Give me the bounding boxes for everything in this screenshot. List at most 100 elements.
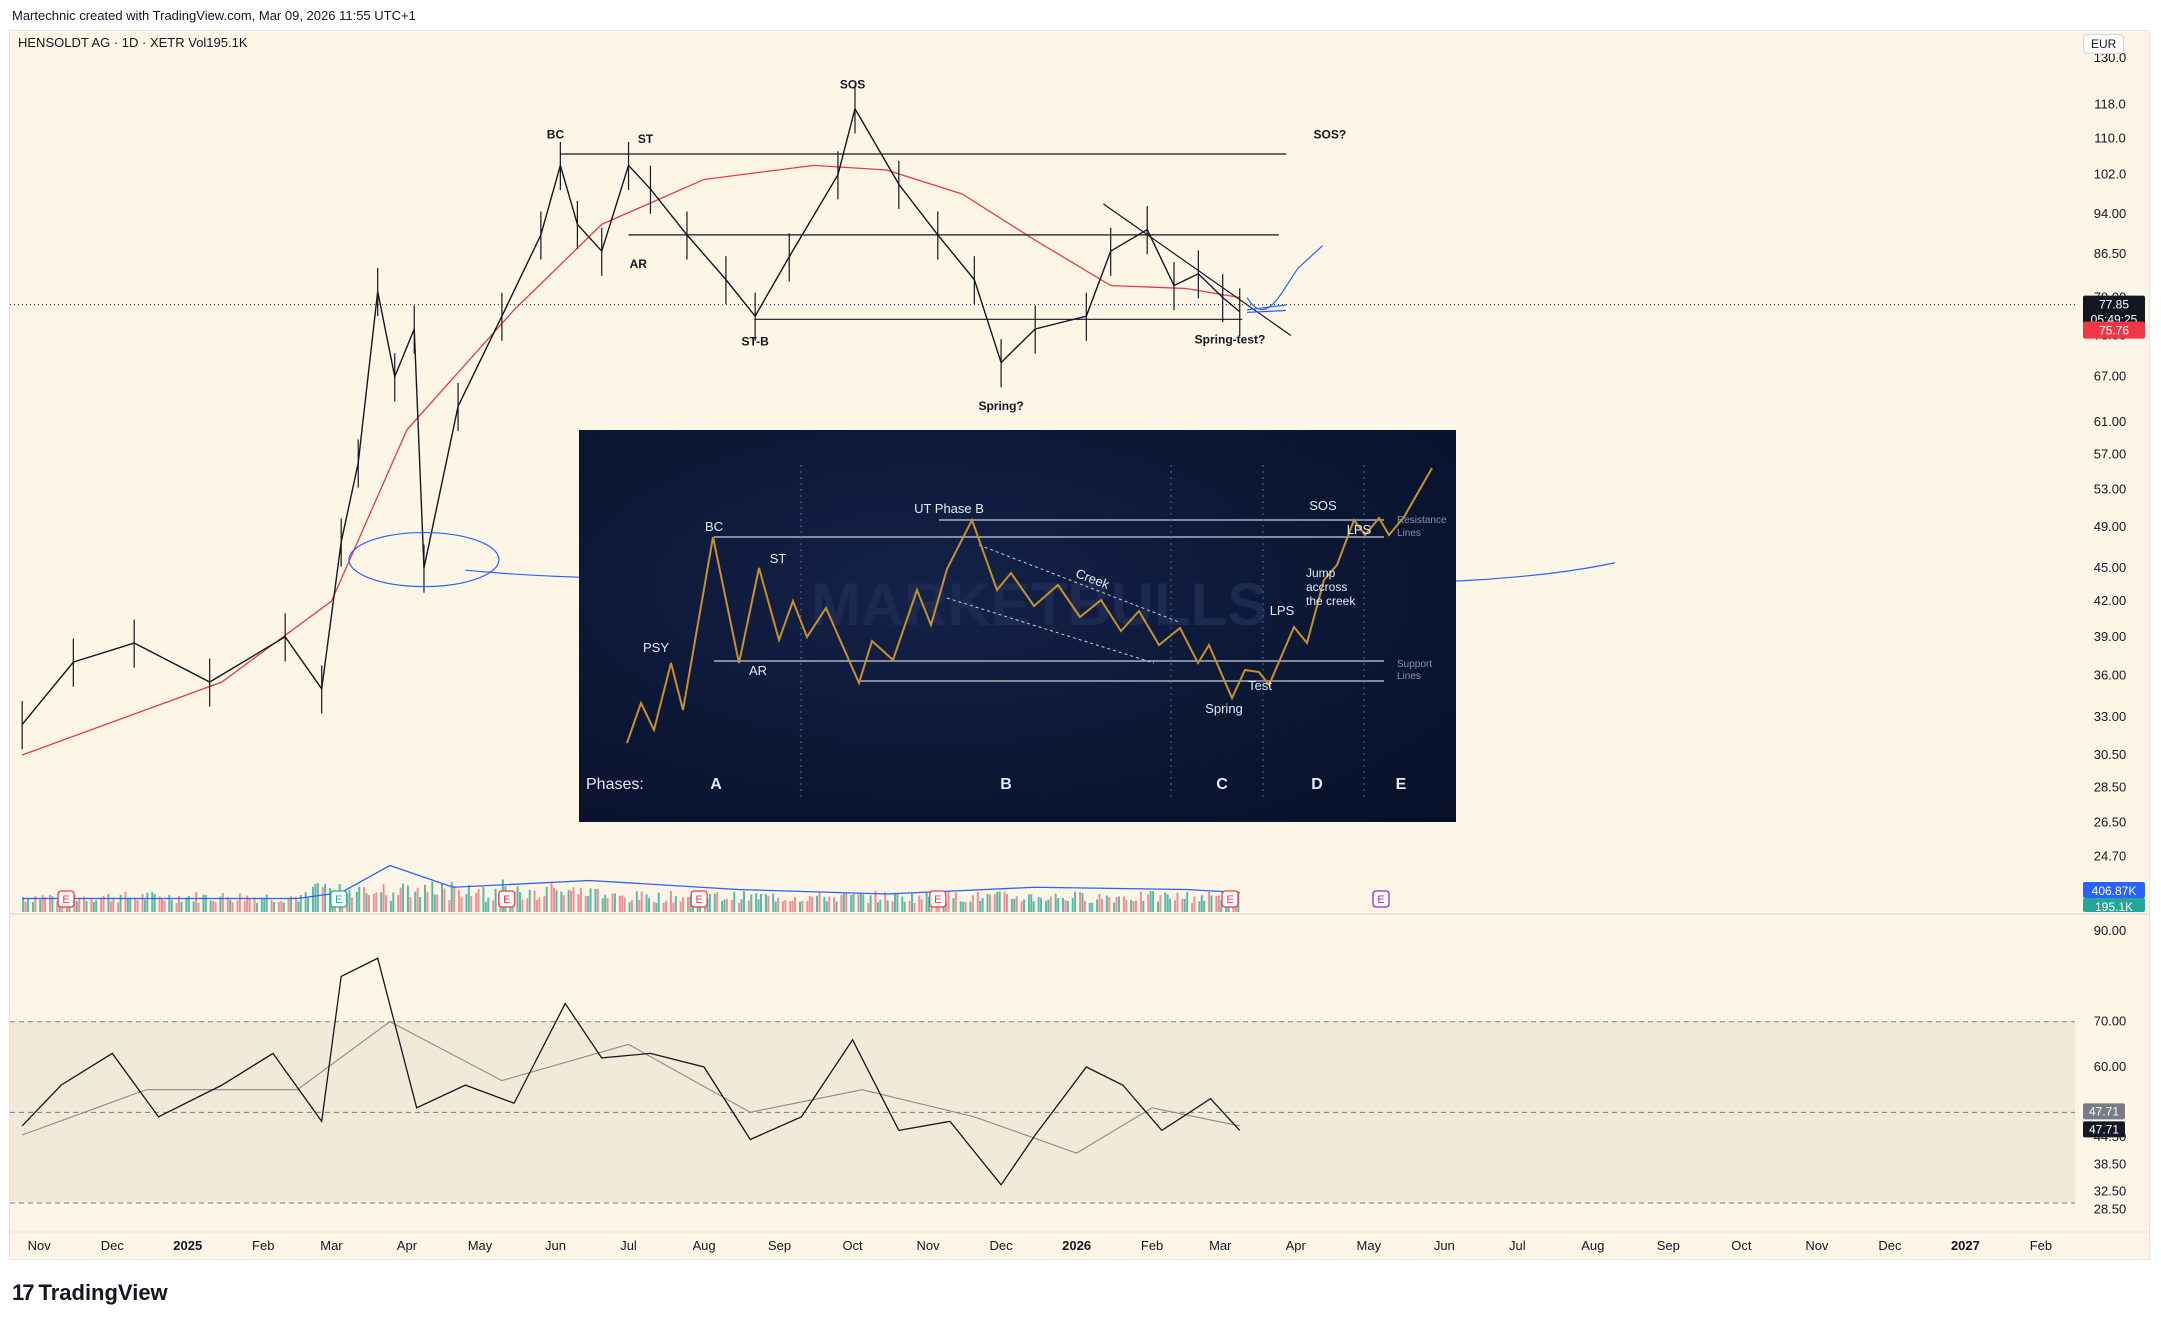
volume-bar bbox=[56, 900, 59, 912]
volume-bar bbox=[263, 898, 266, 912]
volume-bar bbox=[1020, 901, 1023, 912]
volume-bar bbox=[781, 901, 784, 912]
volume-bar bbox=[648, 898, 651, 912]
volume-bar bbox=[467, 884, 470, 912]
inset-label-psy: PSY bbox=[643, 640, 669, 655]
time-axis-tick: Nov bbox=[28, 1238, 52, 1253]
earnings-marker: E bbox=[929, 890, 947, 908]
volume-bar bbox=[1220, 899, 1223, 912]
volume-bar bbox=[618, 895, 621, 912]
time-axis-tick: May bbox=[468, 1238, 493, 1253]
volume-bar bbox=[550, 883, 553, 912]
volume-bar bbox=[959, 901, 962, 912]
annotation-bc: BC bbox=[547, 127, 565, 141]
price-line bbox=[21, 106, 1241, 725]
volume-bar bbox=[192, 901, 195, 912]
rsi-tag-bg bbox=[2083, 1121, 2125, 1138]
volume-bar bbox=[733, 891, 736, 912]
volume-bar bbox=[1091, 902, 1094, 912]
inset-label-sos: SOS bbox=[1309, 498, 1337, 513]
volume-bar bbox=[475, 893, 478, 912]
time-axis-tick: Dec bbox=[101, 1238, 125, 1253]
symbol-info[interactable]: HENSOLDT AG · 1D · XETR Vol195.1K bbox=[18, 35, 248, 50]
volume-bar bbox=[487, 897, 490, 912]
volume-bar bbox=[1198, 901, 1201, 912]
volume-bar bbox=[1057, 898, 1060, 912]
volume-bar bbox=[750, 894, 753, 912]
volume-ma-tag: 406.87K bbox=[2083, 882, 2145, 898]
volume-bar bbox=[908, 901, 911, 912]
rsi-ma-line bbox=[21, 1021, 1240, 1154]
volume-bar bbox=[238, 893, 241, 912]
volume-bar bbox=[867, 902, 870, 912]
volume-bar bbox=[874, 891, 877, 912]
currency-badge[interactable]: EUR bbox=[2083, 34, 2125, 54]
volume-bar bbox=[601, 898, 604, 912]
time-axis-tick: Feb bbox=[2030, 1238, 2052, 1253]
volume-bar bbox=[109, 901, 112, 912]
volume-bar bbox=[567, 889, 570, 912]
volume-bar bbox=[146, 892, 149, 912]
volume-bar bbox=[638, 900, 641, 912]
price-axis-tick: 94.00 bbox=[2094, 206, 2127, 221]
volume-bar bbox=[1066, 900, 1069, 912]
time-axis-tick: Apr bbox=[1286, 1238, 1307, 1253]
volume-bar bbox=[818, 891, 821, 912]
annotation-st-b: ST-B bbox=[741, 334, 769, 348]
volume-bar bbox=[589, 888, 592, 912]
volume-bar bbox=[521, 899, 524, 912]
volume-bar bbox=[945, 902, 948, 912]
volume-bar bbox=[562, 895, 565, 912]
earnings-marker: E bbox=[1372, 890, 1390, 908]
volume-bar bbox=[1149, 891, 1152, 912]
volume-bar bbox=[857, 894, 860, 912]
volume-bar bbox=[611, 893, 614, 912]
volume-bar bbox=[725, 898, 728, 912]
inset-phase-d: D bbox=[1311, 776, 1323, 793]
volume-bar bbox=[570, 890, 573, 912]
time-axis-tick: Nov bbox=[1805, 1238, 1829, 1253]
volume-bar bbox=[355, 891, 358, 912]
volume-bar bbox=[482, 887, 485, 912]
volume-bar bbox=[1040, 897, 1043, 912]
volume-bar bbox=[27, 897, 30, 912]
volume-bar bbox=[272, 902, 275, 912]
volume-bar bbox=[964, 902, 967, 912]
tradingview-logo[interactable]: 17 TradingView bbox=[12, 1280, 168, 1306]
volume-bar bbox=[406, 885, 409, 912]
volume-bar bbox=[630, 900, 633, 912]
price-axis-tick: 86.50 bbox=[2094, 246, 2127, 261]
volume-bar bbox=[850, 895, 853, 912]
volume-bar bbox=[1186, 892, 1189, 912]
volume-bar bbox=[816, 895, 819, 912]
volume-bar bbox=[248, 898, 251, 912]
annotation-sos: SOS bbox=[840, 78, 865, 92]
current-price-tag-bg bbox=[2083, 295, 2145, 328]
volume-bar bbox=[380, 892, 383, 912]
volume-bar bbox=[1054, 893, 1057, 912]
volume-ma-tag-bg bbox=[2083, 882, 2145, 898]
volume-bar bbox=[528, 889, 531, 912]
volume-bar bbox=[613, 893, 616, 912]
volume-bar bbox=[1030, 894, 1033, 912]
volume-bar bbox=[443, 888, 446, 912]
volume-bar bbox=[1117, 896, 1120, 912]
rsi-axis-tick: 60.00 bbox=[2094, 1059, 2127, 1074]
rsi-axis-tick: 32.50 bbox=[2094, 1184, 2127, 1199]
inset-label-jump-1: Jump bbox=[1306, 566, 1336, 580]
volume-bar bbox=[197, 902, 200, 912]
annotation-spring-test: Spring-test? bbox=[1195, 332, 1266, 346]
volume-bar bbox=[100, 897, 103, 912]
volume-bar bbox=[962, 902, 965, 912]
volume-bar bbox=[979, 900, 982, 912]
time-axis-tick: Feb bbox=[252, 1238, 274, 1253]
volume-bar bbox=[204, 895, 207, 912]
volume-bar bbox=[1108, 897, 1111, 912]
volume-bar bbox=[1096, 899, 1099, 912]
volume-bar bbox=[835, 901, 838, 912]
volume-bar bbox=[494, 888, 497, 912]
volume-bar bbox=[1169, 898, 1172, 912]
volume-bar bbox=[265, 894, 268, 912]
volume-bar bbox=[893, 892, 896, 912]
